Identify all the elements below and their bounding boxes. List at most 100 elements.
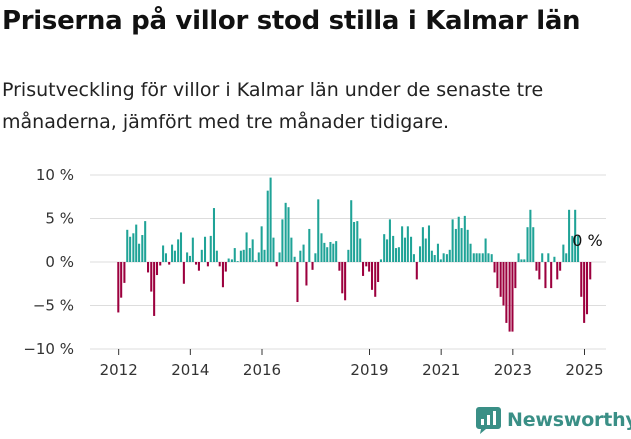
bar bbox=[314, 253, 317, 262]
y-axis: 10 % 5 % 0 % −5 % −10 % bbox=[23, 166, 74, 358]
bar bbox=[242, 249, 245, 262]
bar bbox=[397, 247, 400, 262]
bar bbox=[209, 235, 212, 262]
bar bbox=[469, 243, 472, 262]
bar bbox=[406, 226, 409, 262]
bar bbox=[577, 235, 580, 262]
bar bbox=[466, 229, 469, 262]
bar bbox=[347, 249, 350, 262]
bar bbox=[523, 259, 526, 262]
bar bbox=[475, 253, 478, 262]
newsworthy-logo: Newsworthy bbox=[476, 406, 631, 434]
bar bbox=[254, 260, 257, 262]
bar bbox=[574, 209, 577, 262]
bar bbox=[206, 262, 209, 267]
bar bbox=[583, 262, 586, 323]
bar bbox=[430, 250, 433, 262]
bar bbox=[401, 226, 404, 262]
x-tick-label: 2023 bbox=[494, 361, 532, 379]
bar bbox=[388, 219, 391, 262]
bar bbox=[568, 209, 571, 262]
bar bbox=[195, 262, 198, 265]
bar bbox=[335, 241, 338, 262]
bar bbox=[356, 221, 359, 262]
bar bbox=[394, 248, 398, 262]
bar bbox=[362, 262, 365, 276]
bar bbox=[547, 253, 550, 262]
bar bbox=[218, 262, 221, 267]
bar bbox=[541, 253, 544, 262]
bar bbox=[365, 262, 368, 267]
bar bbox=[293, 256, 296, 262]
y-tick-label: −10 % bbox=[23, 340, 74, 358]
bar bbox=[260, 226, 263, 262]
bar bbox=[150, 262, 153, 292]
bar bbox=[302, 244, 305, 262]
bar bbox=[227, 258, 230, 262]
bar bbox=[299, 250, 302, 262]
bar bbox=[502, 262, 505, 306]
bar bbox=[478, 253, 481, 262]
bar bbox=[281, 219, 284, 262]
y-tick-label: 0 % bbox=[45, 253, 74, 271]
bar bbox=[132, 233, 135, 262]
bar bbox=[556, 262, 559, 280]
bar bbox=[496, 262, 499, 289]
bar bbox=[311, 262, 314, 270]
bar bbox=[171, 244, 174, 262]
bar bbox=[123, 262, 126, 283]
bar bbox=[168, 262, 171, 265]
bar bbox=[233, 248, 236, 262]
bar bbox=[550, 262, 553, 289]
bar bbox=[212, 208, 216, 262]
bar bbox=[236, 261, 239, 262]
bar bbox=[505, 262, 508, 323]
bar bbox=[585, 262, 589, 315]
x-tick-label: 2012 bbox=[100, 361, 138, 379]
bar bbox=[493, 262, 496, 273]
bar bbox=[248, 248, 251, 262]
bar bbox=[320, 233, 323, 262]
bar bbox=[308, 228, 311, 262]
bar bbox=[511, 262, 514, 332]
bar bbox=[436, 243, 439, 262]
bar bbox=[245, 232, 248, 262]
bar bbox=[263, 249, 266, 262]
bar bbox=[224, 262, 227, 272]
bar bbox=[433, 255, 436, 262]
bar bbox=[520, 259, 523, 262]
bar bbox=[141, 235, 144, 262]
bar bbox=[451, 219, 454, 262]
x-tick-label: 2014 bbox=[171, 361, 209, 379]
x-tick-label: 2025 bbox=[565, 361, 603, 379]
bar bbox=[305, 262, 308, 286]
chart-subtitle: Prisutveckling för villor i Kalmar län u… bbox=[2, 79, 544, 133]
newsworthy-logo-icon bbox=[476, 407, 501, 434]
bar bbox=[197, 262, 200, 271]
bar bbox=[350, 200, 353, 262]
bar bbox=[153, 262, 156, 316]
bar bbox=[374, 262, 377, 297]
bar bbox=[323, 242, 326, 262]
bar bbox=[278, 252, 281, 262]
bars bbox=[117, 177, 592, 332]
bar bbox=[415, 262, 418, 280]
bar bbox=[368, 262, 371, 272]
chart-title: Priserna på villor stod stilla i Kalmar … bbox=[2, 6, 581, 36]
bar bbox=[392, 235, 395, 262]
bar bbox=[257, 252, 260, 262]
bar bbox=[457, 216, 460, 262]
y-tick-label: 10 % bbox=[36, 166, 74, 184]
x-tick-label: 2019 bbox=[350, 361, 388, 379]
bar bbox=[421, 227, 424, 262]
bar bbox=[403, 237, 406, 262]
latest-value-label: 0 % bbox=[572, 231, 602, 250]
bar bbox=[454, 228, 457, 262]
bar bbox=[164, 253, 167, 262]
bar bbox=[341, 262, 344, 294]
bar bbox=[439, 259, 442, 262]
bar bbox=[484, 238, 487, 262]
bar bbox=[182, 262, 185, 284]
y-tick-label: 5 % bbox=[45, 210, 74, 228]
